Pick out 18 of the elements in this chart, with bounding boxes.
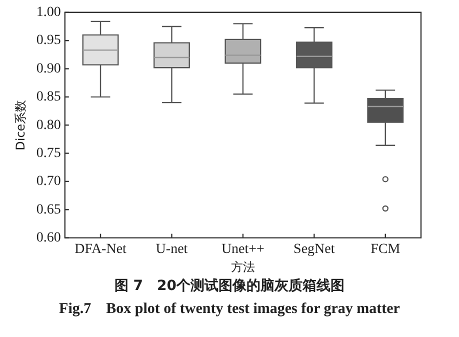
y-tick-label: 0.85 xyxy=(36,90,61,105)
y-tick-label: 0.95 xyxy=(36,33,61,48)
y-tick-label: 0.75 xyxy=(36,146,61,161)
y-axis-title: Dice系数 xyxy=(13,100,28,150)
y-tick-label: 0.60 xyxy=(36,230,61,246)
x-tick-label: Unet++ xyxy=(221,242,265,257)
y-tick-label: 0.70 xyxy=(36,174,61,190)
text: Fig.7 Box plot of twenty test images for gray matter xyxy=(58,300,401,318)
x-axis-title: 方法 xyxy=(230,260,255,274)
x-tick-label: DFA-Net xyxy=(74,242,127,257)
y-tick-label: 0.80 xyxy=(36,118,61,133)
y-tick-label: 0.90 xyxy=(36,61,61,76)
y-tick-label: 0.65 xyxy=(36,202,61,218)
text: 图 7 20个测试图像的脑灰质箱线图 xyxy=(113,277,346,295)
x-tick-label: FCM xyxy=(370,242,401,257)
x-tick-label: SegNet xyxy=(294,242,335,257)
y-tick-label: 1.00 xyxy=(36,5,61,20)
x-tick-label: U-net xyxy=(156,242,188,257)
